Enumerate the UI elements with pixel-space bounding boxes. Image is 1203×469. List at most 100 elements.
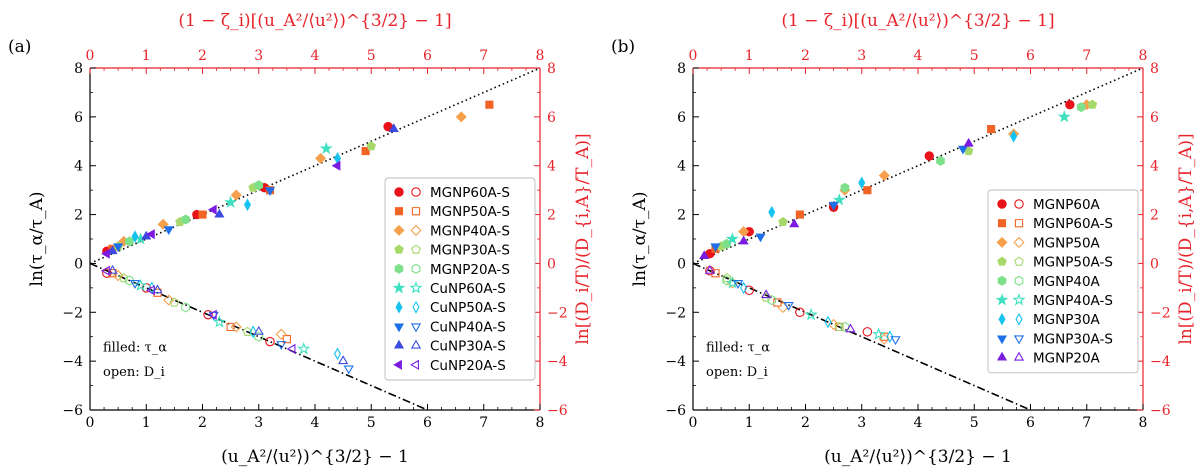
marker-open-mgnp30a-s [732,280,744,289]
marker-filled-mgnp60a-s [795,210,804,219]
marker-open-cunp30a-s [337,355,349,365]
x-tick-label: 1 [142,415,151,431]
annotation-open: open: D_i [706,365,768,380]
marker-filled-mgnp20a-s [181,214,190,225]
marker-open-cunp30a-s [107,264,118,274]
marker-filled-mgnp30a-s [828,201,839,211]
marker-open-cunp30a-s [253,325,264,335]
marker-filled-mgnp40a [936,155,945,166]
legend-marker-filled [393,359,402,370]
legend-marker-filled [394,263,404,274]
x-tick-label: 4 [914,415,923,431]
legend-marker-open [1014,199,1024,209]
x-tick-label-top: 2 [198,48,207,64]
y-tick-label-right: −4 [547,354,568,370]
legend-marker-filled [997,219,1007,228]
legend-marker-filled [996,236,1008,248]
marker-open-mgnp60a-s [711,269,720,278]
y-tick-label-right: 8 [547,61,556,77]
legend-label: MGNP60A-S [430,185,510,201]
marker-open-mgnp40a-s [112,270,124,282]
legend-marker-filled [393,339,405,349]
x-tick-label-top: 6 [1026,48,1035,64]
y-tick-label: 6 [677,110,686,126]
marker-filled-mgnp60a-s [863,186,872,195]
legend-marker-filled [995,293,1009,306]
x-tick-label-top: 1 [142,48,151,64]
marker-filled-mgnp30a-s [710,243,721,253]
x-tick-label-top: 5 [970,48,979,64]
legend-marker-filled [393,323,405,333]
marker-open-mgnp30a [824,315,832,329]
legend-marker-open [1013,351,1025,361]
marker-filled-mgnp60a [924,151,934,161]
marker-filled-mgnp30a [1010,130,1018,143]
y-tick-label-right: −2 [1150,305,1171,321]
marker-open-mgnp50a [777,301,789,314]
marker-filled-mgnp30a-s [957,145,969,155]
x-tick-label: 1 [745,415,754,431]
y-tick-label: −6 [665,403,686,419]
x-tick-label: 2 [198,415,207,431]
y-tick-label-right: 2 [1150,208,1159,224]
y-tick-label: 6 [74,110,83,126]
marker-open-mgnp40a-s [804,307,818,321]
x-tick-label-top: 0 [689,48,698,64]
marker-open-mgnp20a-s [254,331,264,342]
y-tick-label: −4 [665,354,686,370]
legend-marker-filled [394,187,404,197]
legend-label: MGNP20A-S [430,262,510,278]
marker-open-mgnp50a-s [721,273,732,283]
legend-marker-open [410,323,422,333]
legend-marker-open [1013,335,1025,345]
y-tick-label: −2 [62,305,83,321]
y-axis-label-right: ln[(D_i/T)/(D_{i,A}/T_A)] [573,133,593,344]
marker-open-cunp40a-s [276,341,287,350]
marker-open-mgnp30a-s [783,301,794,311]
panel-label: (b) [611,37,635,57]
marker-filled-cunp30a-s [388,123,399,132]
x-tick-label-top: 7 [1082,48,1091,64]
legend-marker-filled [997,199,1007,209]
annotation-filled: filled: τ_α [103,340,167,355]
marker-open-mgnp40a-s [872,327,886,340]
marker-filled-cunp40a-s [113,243,124,253]
legend-marker-filled [997,256,1007,266]
y-tick-label: 8 [74,61,83,77]
y-tick-label-right: 4 [1150,159,1159,175]
marker-filled-mgnp40a-s [230,189,242,201]
marker-open-mgnp60a [862,327,873,337]
marker-filled-cunp60a-s [224,195,238,208]
legend-marker-open [1013,236,1025,249]
x-tick-label-top: 0 [86,48,95,64]
y-tick-label: 8 [677,61,686,77]
legend-label: CuNP40A-S [430,319,506,335]
marker-filled-mgnp20a [789,218,800,228]
marker-open-cunp50a-s [249,325,257,339]
marker-filled-mgnp40a-s [315,152,327,164]
legend-label: CuNP30A-S [430,339,506,355]
marker-open-mgnp20a [704,264,716,274]
x-tick-label: 2 [801,415,810,431]
marker-open-mgnp40a [840,321,850,332]
annotation-filled: filled: τ_α [706,340,770,355]
y-axis-label: ln(τ_α/τ_A) [27,192,47,287]
legend-marker-filled [998,312,1006,326]
x-tick-label: 4 [311,415,320,431]
marker-open-mgnp60a-s [203,309,213,320]
marker-open-mgnp50a-s [282,335,291,344]
legend-label: MGNP30A [1033,312,1101,328]
legend-marker-open [1014,219,1024,228]
marker-filled-mgnp30a-s [755,233,766,243]
legend-label: MGNP40A [1033,274,1101,290]
y-tick-label-right: −6 [1150,403,1171,419]
reference-line-dashdot [692,262,1031,411]
x-tick-label-top: 3 [857,48,866,64]
marker-open-cunp20a-s [207,309,217,320]
marker-open-mgnp40a-s [230,321,242,333]
x-tick-label: 7 [1082,415,1091,431]
y-tick-label-right: 4 [547,159,556,175]
x-tick-label: 3 [254,415,263,431]
marker-filled-mgnp20a-s [254,180,264,191]
